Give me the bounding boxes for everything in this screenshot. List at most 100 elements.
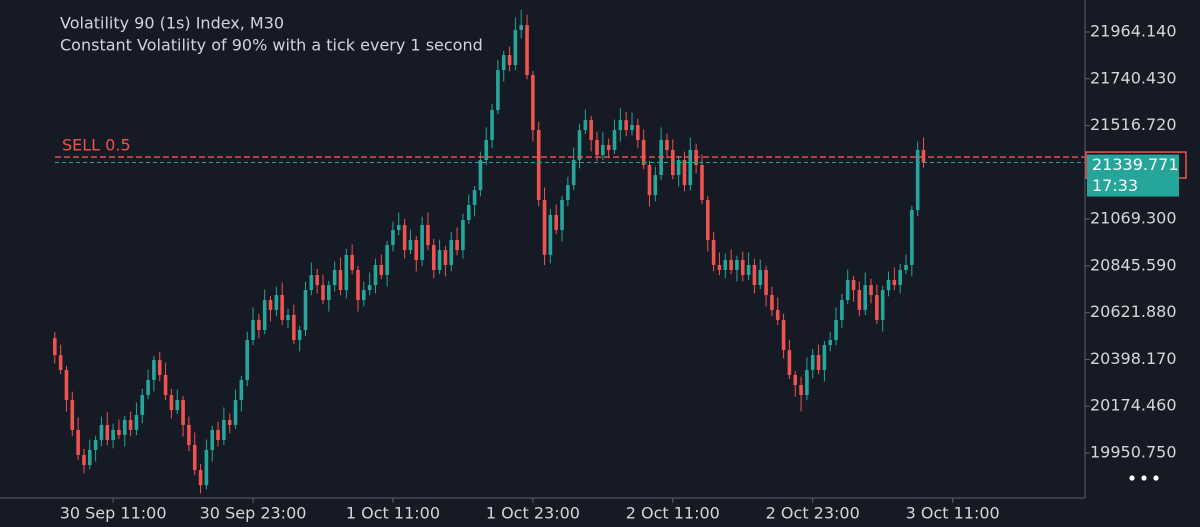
candle-body xyxy=(898,269,902,286)
menu-dot[interactable] xyxy=(1153,475,1159,481)
candle-body xyxy=(58,355,63,370)
candle-body xyxy=(601,144,605,155)
candle-body xyxy=(443,250,448,265)
candle-body xyxy=(770,295,774,310)
candle-body xyxy=(636,125,640,140)
candle-body xyxy=(122,419,127,435)
candle-body xyxy=(332,269,337,286)
candle-body xyxy=(93,439,98,451)
candle-body xyxy=(163,374,168,396)
candle-body xyxy=(857,290,862,310)
candle-body xyxy=(426,225,430,246)
candle-body xyxy=(851,280,856,291)
candle-body xyxy=(192,444,197,471)
candle-body xyxy=(187,424,191,445)
candle-body xyxy=(641,139,646,166)
candle-body xyxy=(152,360,156,380)
candle-body xyxy=(612,130,617,150)
candle-body xyxy=(700,165,704,200)
candle-body xyxy=(227,419,232,425)
candle-body xyxy=(554,214,559,231)
candle-body xyxy=(676,159,681,176)
y-tick-label: 21964.140 xyxy=(1090,22,1177,41)
menu-dot[interactable] xyxy=(1141,475,1147,481)
candle-body xyxy=(420,225,424,260)
candle-body xyxy=(577,130,582,160)
plot-area xyxy=(52,9,926,494)
menu-dot[interactable] xyxy=(1129,475,1135,481)
x-tick-label: 2 Oct 23:00 xyxy=(766,504,860,523)
candle-body xyxy=(455,240,459,251)
candle-body xyxy=(729,259,733,270)
candle-body xyxy=(233,400,238,425)
candle-body xyxy=(76,429,80,456)
candle-body xyxy=(367,285,372,291)
candle-body xyxy=(472,190,477,205)
candle-body xyxy=(70,400,75,430)
candle-body xyxy=(560,199,564,231)
candle-body xyxy=(921,149,926,163)
candle-body xyxy=(361,290,366,301)
candle-body xyxy=(542,199,547,255)
candle-body xyxy=(688,149,693,186)
candle-body xyxy=(910,209,914,265)
candle-body xyxy=(344,254,349,291)
candle-body xyxy=(840,300,844,320)
y-tick-label: 20621.880 xyxy=(1090,302,1177,321)
candle-body xyxy=(723,259,728,270)
y-tick-label: 20845.590 xyxy=(1090,255,1177,274)
candle-body xyxy=(828,340,833,346)
candle-body xyxy=(391,230,395,246)
last-price-label: 21339.771 xyxy=(1092,155,1179,174)
x-tick-label: 1 Oct 23:00 xyxy=(486,504,580,523)
candle-body xyxy=(799,384,803,396)
candle-body xyxy=(583,120,588,131)
candle-body xyxy=(845,280,850,301)
candle-body xyxy=(385,245,389,276)
candle-body xyxy=(216,429,220,440)
candle-body xyxy=(257,319,261,330)
candle-body xyxy=(781,319,786,351)
candle-body xyxy=(117,429,121,435)
candle-body xyxy=(437,250,442,270)
candle-body xyxy=(402,225,407,251)
candle-body xyxy=(292,314,296,341)
candle-body xyxy=(210,429,215,451)
last-price-box xyxy=(1087,154,1179,197)
y-tick-label: 21740.430 xyxy=(1090,68,1177,87)
x-tick-label: 3 Oct 11:00 xyxy=(906,504,1000,523)
candle-body xyxy=(746,264,751,276)
candle-body xyxy=(262,300,267,330)
candle-body xyxy=(496,70,500,111)
candle-body xyxy=(414,240,419,260)
candle-body xyxy=(251,319,255,341)
candle-body xyxy=(327,285,331,301)
candle-body xyxy=(682,159,687,186)
candle-body xyxy=(752,264,757,286)
candle-body xyxy=(175,400,180,411)
candle-body xyxy=(286,314,290,320)
x-tick-label: 2 Oct 11:00 xyxy=(626,504,720,523)
menu-button[interactable] xyxy=(1129,475,1159,481)
candle-body xyxy=(461,220,465,251)
candle-body xyxy=(280,295,284,320)
candle-body xyxy=(297,329,302,341)
candle-body xyxy=(105,424,110,440)
candle-body xyxy=(653,175,658,196)
candle-body xyxy=(525,25,529,76)
candle-body xyxy=(245,340,250,380)
candle-body xyxy=(222,419,226,440)
candle-body xyxy=(198,470,203,486)
candle-body xyxy=(647,165,652,196)
candle-body xyxy=(735,259,739,270)
candle-body xyxy=(466,204,471,221)
candle-body xyxy=(915,149,920,210)
candle-body xyxy=(863,285,868,310)
candle-body xyxy=(869,285,873,296)
candle-body xyxy=(880,290,885,320)
candle-body xyxy=(356,269,360,301)
candle-body xyxy=(449,240,454,265)
candle-body xyxy=(128,419,133,430)
candle-body xyxy=(82,455,86,466)
candle-body xyxy=(810,355,815,370)
